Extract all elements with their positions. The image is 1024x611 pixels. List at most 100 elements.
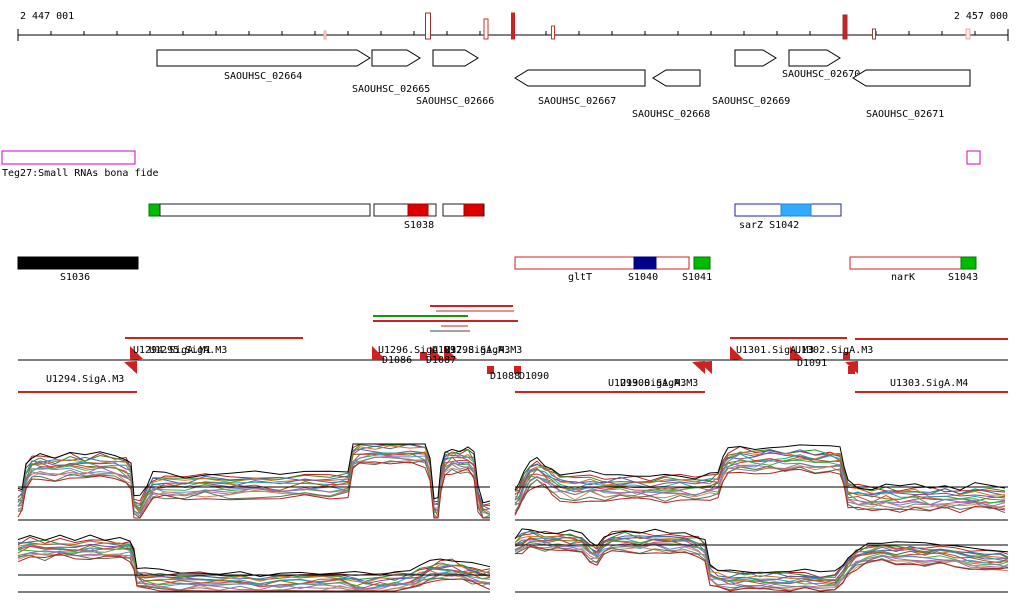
gene-arrow-saouhsc_02667[interactable] [514, 69, 646, 87]
expression-coverage-series [514, 453, 1006, 501]
expression-coverage-series [17, 456, 490, 520]
ruler-terminator-mark [483, 18, 489, 40]
feature-box[interactable] [463, 203, 484, 217]
expression-coverage-series [514, 542, 1009, 591]
expression-coverage-series [514, 543, 1009, 591]
ruler-terminator-mark [511, 12, 515, 40]
feature-label: S1038 [404, 220, 434, 231]
feature-box[interactable] [960, 256, 977, 270]
feature-box[interactable] [159, 203, 371, 217]
gene-arrow-saouhsc_02670[interactable] [788, 49, 841, 67]
ruler-terminator-mark [551, 25, 555, 40]
ruler-terminator-mark [323, 30, 327, 40]
promoter-terminator-label: U1298.SigA.M3 [444, 345, 522, 356]
expression-coverage-series [514, 540, 1009, 587]
terminator-mark[interactable] [843, 352, 850, 360]
expression-coverage-series [514, 529, 1009, 579]
ruler-terminator-mark [872, 28, 876, 40]
gene-arrow-saouhsc_02669[interactable] [734, 49, 777, 67]
expression-coverage-series [514, 449, 1006, 496]
promoter-terminator-label: U1297.SigA.M3 [432, 345, 510, 356]
expression-coverage-series [514, 528, 1009, 574]
gene-label: SAOUHSC_02665 [352, 84, 430, 95]
feature-label: narK [891, 272, 915, 283]
expression-coverage-series [17, 460, 490, 519]
gene-label: SAOUHSC_02668 [632, 109, 710, 120]
promoter-flag-forward[interactable] [430, 346, 443, 360]
terminator-mark[interactable] [514, 366, 521, 374]
feature-box[interactable] [514, 256, 690, 270]
feature-box[interactable] [849, 256, 977, 270]
gene-label: SAOUHSC_02666 [416, 96, 494, 107]
promoter-terminator-label: D1090 [519, 371, 549, 382]
terminator-mark[interactable] [420, 352, 427, 360]
ruler-terminator-mark [842, 14, 848, 40]
expression-coverage-series [514, 445, 1006, 493]
terminator-mark[interactable] [848, 366, 855, 374]
gene-label: SAOUHSC_02667 [538, 96, 616, 107]
expression-coverage-series [17, 443, 491, 510]
feature-label: S1041 [682, 272, 712, 283]
promoter-terminator-label: U1299.SigA.M3 [608, 378, 686, 389]
ruler-terminator-mark [425, 12, 431, 40]
gene-label: SAOUHSC_02669 [712, 96, 790, 107]
promoter-terminator-label: U1301.SigA.M3 [736, 345, 814, 356]
teg27-track-label: Teg27:Small RNAs bona fide [2, 168, 159, 179]
expression-coverage-series [515, 536, 1009, 585]
gene-label: SAOUHSC_02670 [782, 69, 860, 80]
gene-label: SAOUHSC_02664 [224, 71, 302, 82]
promoter-flag-forward[interactable] [730, 346, 743, 360]
expression-coverage-series [17, 544, 491, 587]
promoter-terminator-label: U1303.SigA.M4 [890, 378, 968, 389]
expression-coverage-series [17, 461, 490, 519]
promoter-terminator-label: D1091 [797, 358, 827, 369]
expression-coverage-series [17, 448, 491, 513]
ruler-end-coordinate: 2 457 000 [954, 11, 1008, 22]
gene-arrow-saouhsc_02666[interactable] [432, 49, 479, 67]
promoter-flag-reverse[interactable] [699, 361, 712, 374]
feature-box[interactable] [633, 256, 657, 270]
feature-label: S1036 [60, 272, 90, 283]
terminator-mark[interactable] [373, 352, 380, 360]
feature-label: sarZ S1042 [739, 220, 799, 231]
expression-coverage-series [514, 444, 1006, 491]
expression-coverage-series [514, 545, 1009, 592]
promoter-terminator-label: D1088 [490, 371, 520, 382]
srna-teg27-box-right[interactable] [966, 150, 981, 165]
expression-coverage-series [17, 443, 491, 504]
feature-box[interactable] [780, 203, 812, 217]
feature-box[interactable] [17, 256, 139, 270]
promoter-terminator-label: U1294.SigA.M3 [46, 374, 124, 385]
promoter-terminator-label: U1300.SigA.M3 [620, 378, 698, 389]
gene-label: SAOUHSC_02671 [866, 109, 944, 120]
expression-coverage-series [17, 451, 491, 515]
expression-coverage-series [514, 459, 1006, 508]
gene-arrow-saouhsc_02671[interactable] [852, 69, 971, 87]
srna-teg27-box[interactable] [1, 150, 136, 165]
feature-box[interactable] [407, 203, 429, 217]
promoter-terminator-label: D1086 [382, 355, 412, 366]
promoter-terminator-label: U1302.SigA.M3 [795, 345, 873, 356]
promoter-flag-forward[interactable] [444, 346, 457, 360]
promoter-flag-forward[interactable] [130, 346, 143, 360]
promoter-flag-reverse[interactable] [124, 361, 137, 374]
gene-arrow-saouhsc_02668[interactable] [652, 69, 701, 87]
gene-arrow-saouhsc_02664[interactable] [156, 49, 371, 67]
feature-box[interactable] [148, 203, 161, 217]
promoter-terminator-label: U1294.SigA.M1 [133, 345, 211, 356]
expression-coverage-series [514, 468, 1006, 516]
feature-label: S1040 [628, 272, 658, 283]
expression-coverage-series [514, 465, 1006, 515]
expression-coverage-series [17, 451, 491, 515]
expression-coverage-series [17, 536, 491, 578]
gene-arrow-saouhsc_02665[interactable] [371, 49, 421, 67]
promoter-terminator-label: U1296.SigA.M3 [378, 345, 456, 356]
terminator-mark[interactable] [487, 366, 494, 374]
ruler-terminator-mark [965, 28, 971, 40]
promoter-flag-forward[interactable] [790, 346, 803, 360]
feature-box[interactable] [693, 256, 711, 270]
expression-coverage-series [514, 530, 1009, 578]
promoter-terminator-label: D1087 [426, 355, 456, 366]
